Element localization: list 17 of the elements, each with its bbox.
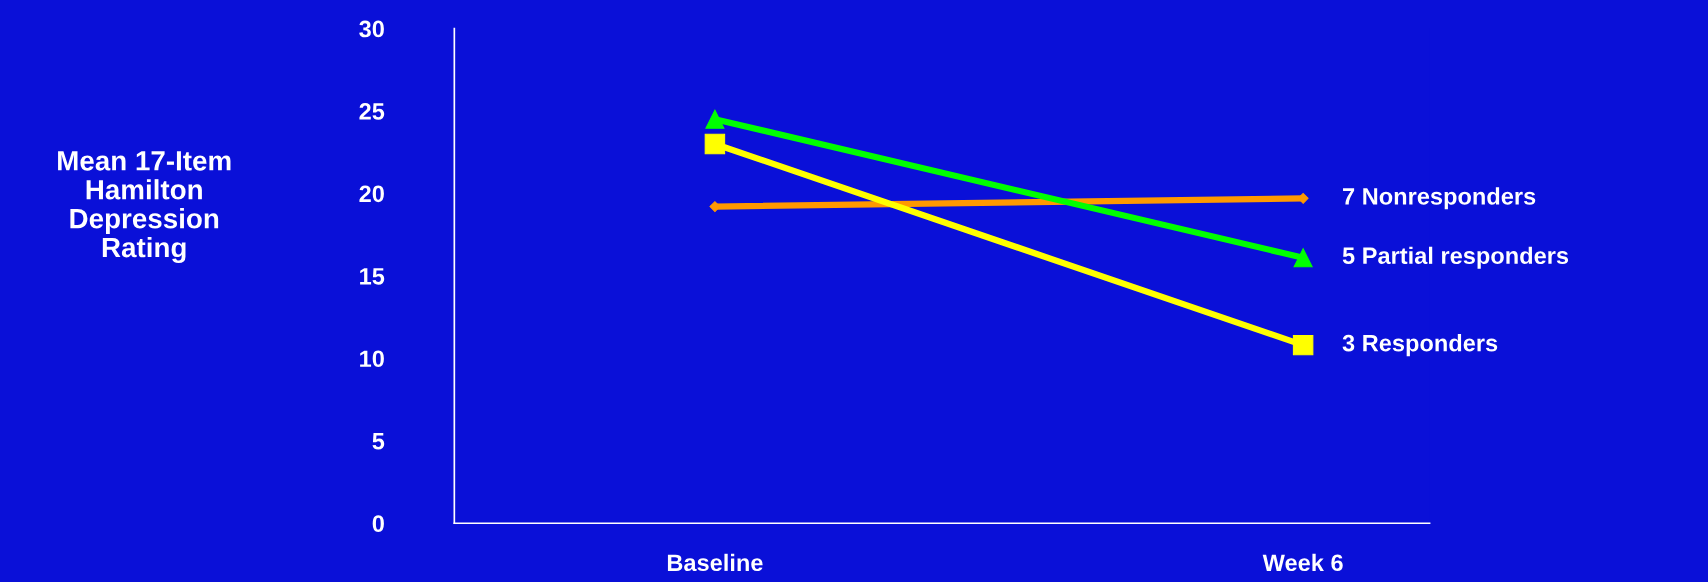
y-axis-title: Mean 17-Item Hamilton Depression Rating	[58, 151, 231, 263]
point	[1292, 334, 1314, 356]
x-tick-label: Baseline	[667, 553, 763, 572]
y-tick-label: 0	[372, 515, 384, 533]
y-tick-label: 10	[360, 350, 384, 368]
point	[1293, 248, 1313, 268]
series-label: 3 Responders	[1342, 334, 1498, 357]
series-label: 7 Nonresponders	[1343, 187, 1536, 210]
y-tick-label: 15	[360, 268, 385, 285]
y-tick-label: 25	[359, 103, 385, 120]
x-tick-label: Week 6	[1262, 553, 1343, 572]
point	[705, 109, 725, 129]
point	[704, 133, 726, 155]
y-tick-label: 20	[359, 185, 384, 203]
series-label: 5 Partial responders	[1342, 246, 1569, 269]
y-tick-label: 30	[359, 20, 384, 38]
y-tick-label: 5	[372, 433, 385, 450]
